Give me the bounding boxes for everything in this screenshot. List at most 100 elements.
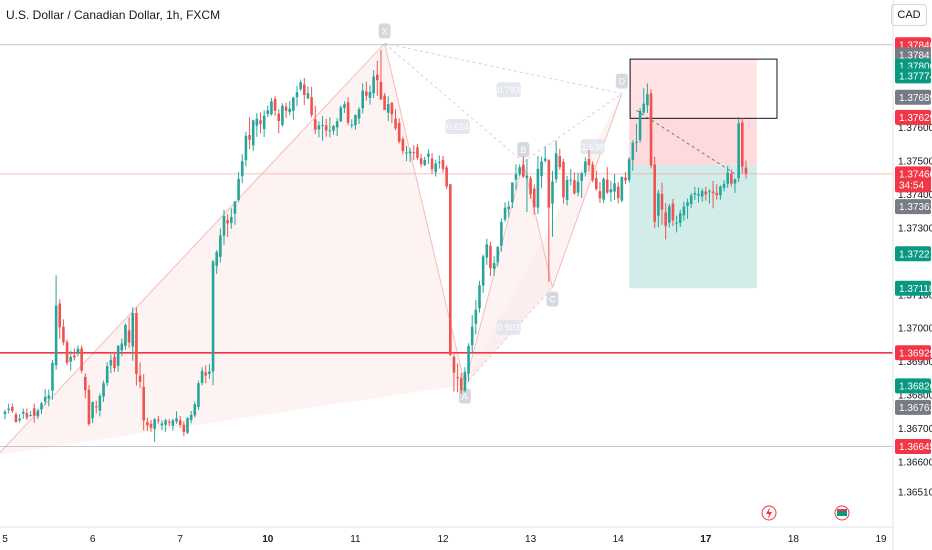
y-tick-label: 1.37300 [898,223,932,234]
price-label: 1.36826 [899,381,932,392]
candle-body [693,192,697,195]
candle-body [197,383,200,407]
candle-body [237,178,240,200]
candle-body [635,141,638,143]
pattern-point-badge[interactable] [458,388,471,404]
price-label: 1.36645 [899,442,932,453]
candle-body [87,389,91,425]
candle-body [492,263,496,269]
candle-body [434,163,437,173]
candle-body [94,406,98,408]
candle-body [609,189,613,193]
pattern-leg [552,93,623,288]
y-tick-label: 1.37100 [898,290,932,301]
candle-body [32,408,36,416]
price-label-badge [895,378,931,394]
short-position-tool[interactable] [629,58,778,289]
candle-body [722,183,726,188]
candle-body [189,415,193,421]
candle-body [47,395,51,399]
candle-body [496,246,500,263]
candle-body [689,195,693,204]
entry-rectangle[interactable] [629,58,778,119]
candle-body [719,186,722,196]
candle-body [543,158,547,161]
candle-body [368,91,372,98]
candle-body [244,135,248,161]
candle-body [565,179,569,200]
candle-body [54,305,58,366]
candle-body [69,356,72,362]
y-tick-label: 1.36700 [898,424,932,435]
pattern-point-badge[interactable] [378,23,391,39]
candle-body [412,152,416,154]
candle-body [109,359,113,366]
candle-body [3,411,7,415]
price-label-badge [895,68,931,84]
candle-body [638,110,642,141]
candle-body [324,125,328,131]
candle-body [394,118,397,129]
candle-body [660,193,664,210]
candle-body [284,106,288,111]
candle-body [587,159,591,166]
candle-body [569,179,573,181]
candle-body [135,313,138,374]
pattern-point-badge[interactable] [517,142,530,158]
price-label: 1.36762 [899,403,932,414]
pattern-triangle-xa [0,43,465,455]
candle-body [240,161,244,177]
pattern-point-badge[interactable] [615,73,628,89]
candle-body [427,153,430,157]
harmonic-pattern[interactable]: X A B C D 0.624 0.793 1.538 0.503 [0,23,628,455]
candle-body [423,159,427,166]
candle-body [631,142,635,160]
price-label-badge [895,246,931,262]
candle-body [266,110,270,114]
pattern-ratio-label: 0.503 [497,323,520,333]
candle-body [522,164,525,177]
currency-button[interactable]: CAD [891,4,927,26]
candle-body [21,412,25,414]
candle-body [62,326,65,343]
take-profit-zone[interactable] [629,165,757,289]
candle-body [653,164,656,222]
candle-body [584,161,587,173]
y-tick-label: 1.36800 [898,391,932,402]
candle-body [419,158,423,165]
candle-body [733,179,737,184]
candle-body [449,184,452,355]
candle-body [73,355,76,358]
candle-body [445,167,448,187]
candle-body [675,222,678,224]
price-label-badge [895,280,931,296]
candle-body [230,217,233,224]
candle-body [485,244,489,258]
price-label: 1.37629 [899,113,932,124]
candle-body [120,343,124,351]
candle-body [408,151,412,154]
candle-body [167,421,171,423]
pattern-leg [522,162,553,288]
candle-body [514,174,518,180]
candle-body [397,123,401,142]
pattern-point-badge[interactable] [546,291,559,307]
candle-body [551,181,554,204]
candle-body [350,124,354,126]
candle-body [215,252,218,266]
y-tick-label: 1.36510 [898,488,932,499]
price-label-badge [895,47,931,63]
x-tick-label: 11 [350,534,361,545]
candle-body [737,123,740,179]
candle-body [310,97,313,115]
candle-body [481,256,485,286]
candle-body [146,422,149,426]
candle-body [80,348,83,371]
candle-body [372,76,375,94]
candle-body [91,401,94,419]
candle-body [602,178,605,200]
pattern-ratio-badge [496,319,521,335]
